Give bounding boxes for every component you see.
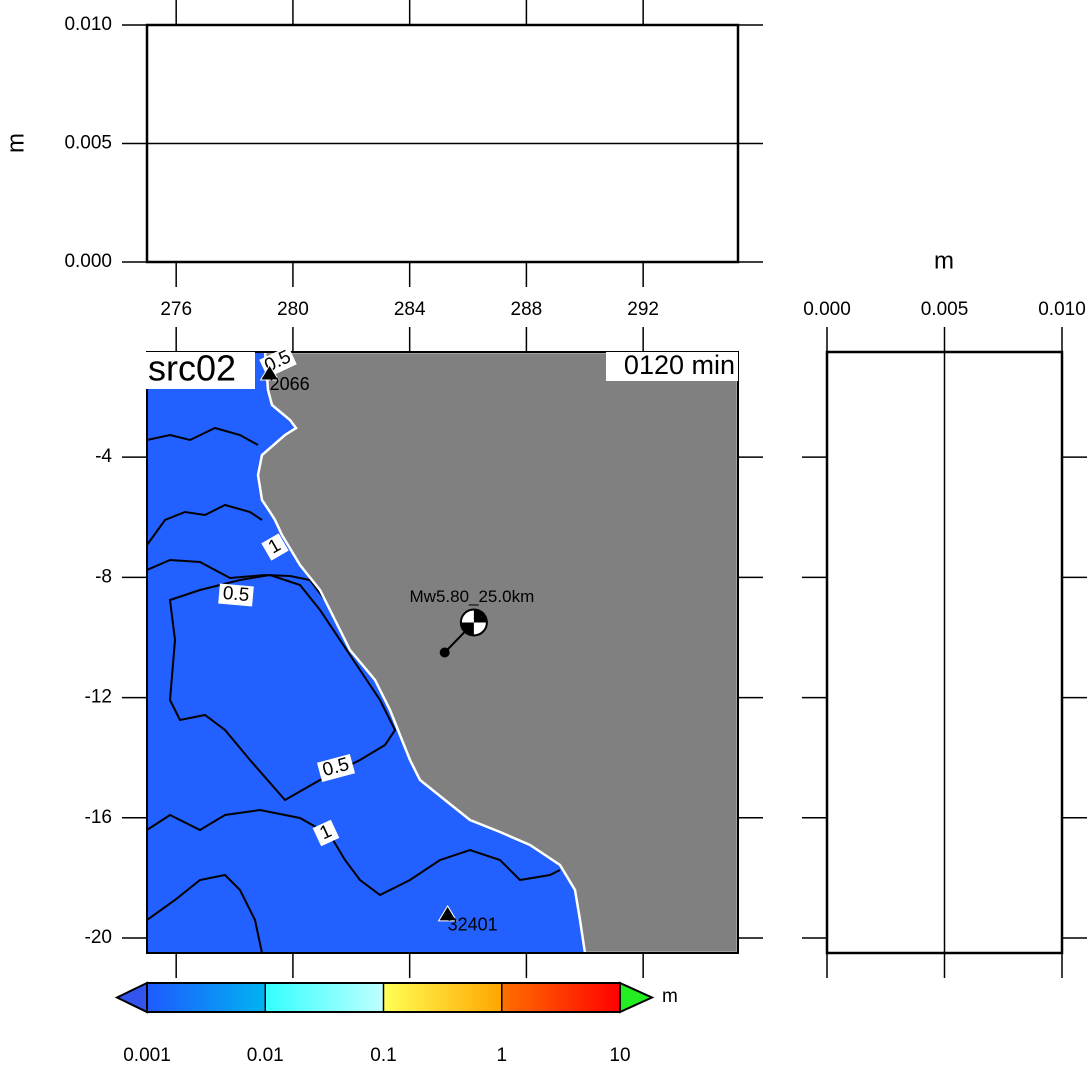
map-area <box>147 352 738 953</box>
y-tick-label: 0.005 <box>64 133 112 154</box>
colorbar-segment <box>383 983 503 1012</box>
title-box <box>145 352 255 389</box>
x-tick-label: 292 <box>627 299 659 320</box>
x-tick-label: 284 <box>394 299 426 320</box>
epicenter <box>439 647 450 658</box>
extend-low <box>114 981 148 1014</box>
x-tick-label: 0.000 <box>803 299 851 320</box>
y-tick-label: 0.000 <box>64 251 112 272</box>
station-label: 2066 <box>270 374 310 394</box>
station-label: 32401 <box>448 915 498 935</box>
y-tick-label: -16 <box>85 807 112 828</box>
colorbar-tick-label: 0.01 <box>247 1045 284 1066</box>
contours <box>147 426 561 953</box>
x-tick-label: 0.010 <box>1038 299 1086 320</box>
colorbar-tick-label: 10 <box>609 1045 630 1066</box>
y-tick-label: -4 <box>95 446 112 467</box>
source-label: Mw5.80_25.0km <box>410 587 535 606</box>
x-axis-label: m <box>934 247 954 274</box>
station-marker <box>259 364 280 381</box>
x-tick-label: 276 <box>160 299 192 320</box>
colorbar-tick-label: 0.001 <box>123 1045 171 1066</box>
colorbar-segment <box>501 983 621 1012</box>
y-tick-label: -12 <box>85 687 112 708</box>
y-tick-label: 0.010 <box>64 14 112 35</box>
map-title: src02 <box>148 348 236 389</box>
time-box <box>606 352 738 381</box>
land <box>256 352 738 953</box>
y-tick-label: -8 <box>95 566 112 587</box>
beachball-quadrant <box>460 609 487 636</box>
x-tick-label: 288 <box>511 299 543 320</box>
x-tick-label: 280 <box>277 299 309 320</box>
station-marker <box>437 904 458 922</box>
y-tick-label: -20 <box>85 927 112 948</box>
colorbar-segment <box>265 983 384 1012</box>
contour-label: 0.5 <box>222 583 250 606</box>
colorbar-segment <box>147 983 266 1012</box>
x-tick-label: 0.005 <box>921 299 969 320</box>
map-frame <box>146 351 739 954</box>
y-axis-label: m <box>2 133 29 153</box>
colorbar-unit: m <box>662 986 678 1007</box>
colorbar-tick-label: 1 <box>496 1045 507 1066</box>
colorbar-tick-label: 0.1 <box>370 1045 396 1066</box>
time-label: 0120 min <box>624 350 735 380</box>
extend-high <box>619 981 655 1014</box>
